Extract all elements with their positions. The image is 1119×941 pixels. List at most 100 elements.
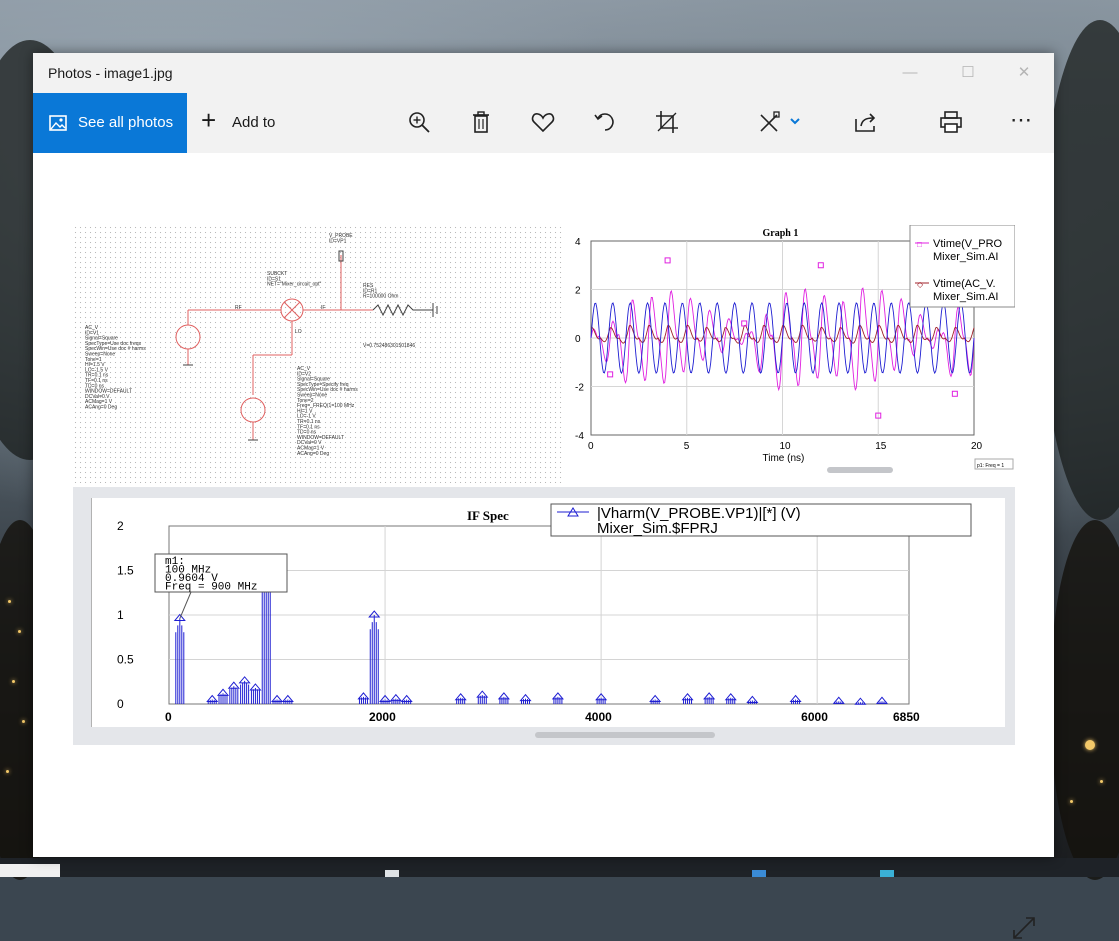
taskbar-app-icon[interactable] [752, 870, 766, 877]
legend-marker: ◇ [917, 280, 924, 289]
spectrum-marker [854, 697, 867, 705]
spectrum-marker [454, 692, 467, 701]
spectrum-marker [497, 692, 510, 700]
rotate-button[interactable] [592, 109, 620, 137]
spectrum-marker [649, 694, 662, 703]
taskbar [0, 858, 1119, 877]
legend-label: Mixer_Sim.AI [933, 251, 998, 263]
footnote: p1: Freq = 1 [977, 463, 1004, 469]
more-options-button[interactable]: ⋯ [1010, 107, 1032, 132]
spectrum-marker [206, 694, 219, 703]
source2-params: AC_V [297, 366, 311, 372]
spectrum-marker [724, 692, 737, 701]
resistor-label: ID=R1 [363, 288, 378, 294]
source1-params: AC_V [85, 325, 99, 331]
add-to-label: Add to [232, 114, 276, 131]
delete-icon [473, 111, 489, 133]
close-button[interactable]: ✕ [1017, 64, 1031, 81]
photo-icon [49, 115, 67, 131]
source1-params: Signal=Square [85, 336, 118, 342]
rotate-icon [594, 113, 614, 131]
y-tick-label: 0 [575, 334, 581, 345]
edit-create-button[interactable] [757, 109, 805, 137]
expand-icon[interactable] [1011, 915, 1037, 941]
window-title: Photos - image1.jpg [48, 65, 173, 81]
marker-leader [179, 591, 192, 619]
spectrum-marker [216, 688, 230, 696]
spectrum-marker [400, 694, 413, 703]
source1-params: LO=-1.5 V [85, 367, 109, 373]
delete-button[interactable] [468, 109, 496, 137]
string-light [12, 680, 15, 683]
horizontal-scrollbar[interactable] [535, 732, 715, 738]
print-button[interactable] [938, 109, 966, 137]
legend-label: Vtime(V_PRO [933, 238, 1003, 250]
source2-params: Tone=2 [297, 398, 314, 404]
zoom-in-button[interactable] [406, 109, 434, 137]
probe-label: V_PROBE [329, 233, 353, 239]
string-light [6, 770, 9, 773]
spectrum-marker [389, 693, 402, 702]
x-tick-label: 2000 [369, 710, 396, 724]
source2-params: Signal=Square [297, 377, 330, 383]
x-axis-label: Time (ns) [763, 453, 805, 464]
spectrum-marker [368, 610, 381, 618]
spectrum-marker [249, 683, 262, 691]
x-tick-label: 4000 [585, 710, 612, 724]
spectrum-marker [875, 696, 889, 704]
string-light [1070, 800, 1073, 803]
minimize-button[interactable]: — [902, 64, 918, 81]
source1-params: TF=0.1 ns [85, 378, 108, 384]
source1-params: Tone=1 [85, 357, 102, 363]
series-line [590, 301, 975, 375]
crop-icon [656, 111, 678, 133]
string-light [22, 720, 25, 723]
y-tick-label: -2 [575, 383, 584, 394]
spectrum-plot-area: 2 1.5 1 0.5 0 0 2000 4000 6000 6850 IF Spec m1: 100 … [90, 498, 1005, 727]
string-light [1085, 740, 1095, 750]
y-tick-label: 0.5 [117, 653, 134, 667]
taskbar-app-icon[interactable] [880, 870, 894, 877]
edit-icon [760, 111, 780, 132]
photos-window: Photos - image1.jpg — ☐ ✕ See all photos… [33, 53, 1054, 939]
string-light [8, 600, 11, 603]
spectrum-marker [238, 676, 251, 684]
print-icon [940, 111, 962, 133]
maximize-button[interactable]: ☐ [961, 64, 975, 81]
y-tick-label: 1.5 [117, 564, 134, 578]
schematic-image: V_PROBE ID=VP1 SUBCKT ID=S1 NET="Mixer_circu… [73, 225, 565, 483]
footnote-box [974, 458, 1014, 470]
spectrum-marker [476, 690, 489, 698]
taskbar-search-box[interactable] [0, 864, 60, 877]
source1-params: SpecWin=Use doc # harms [85, 346, 146, 352]
see-all-photos-label: See all photos [78, 114, 174, 131]
see-all-photos-button[interactable]: See all photos [33, 93, 187, 153]
source2-params: SpecType=Specify freq [297, 382, 349, 388]
string-light [18, 630, 21, 633]
spectrum-marker [746, 695, 759, 703]
crop-button[interactable] [654, 109, 682, 137]
x-tick-label: 6000 [801, 710, 828, 724]
probe-voltage-label: V=0.752486301501846 [363, 343, 415, 349]
taskbar-app-icon[interactable] [385, 870, 399, 877]
source2-params: TR=0.1 ns [297, 419, 321, 425]
resistor-label: R=100000 Ohm [363, 294, 398, 300]
source2-params: Freq=_FREQ(1=100 MHz [297, 403, 355, 409]
photo-viewer-canvas[interactable]: V_PROBE ID=VP1 SUBCKT ID=S1 NET="Mixer_circu… [33, 153, 1054, 939]
favorite-button[interactable] [530, 109, 558, 137]
marker-text: 100 MHz [165, 565, 211, 577]
spectrum-marker [551, 692, 564, 700]
x-tick-label: 6850 [893, 710, 920, 724]
legend-marker: □ [917, 240, 922, 249]
add-to-button[interactable]: + Add to [201, 93, 301, 153]
spectrum-marker [681, 692, 694, 701]
spectrum-marker [703, 692, 716, 700]
x-tick-label: 0 [165, 710, 172, 724]
series-marker [607, 371, 614, 378]
share-button[interactable] [853, 109, 881, 137]
source2-params: DCVal=0 V [297, 440, 322, 446]
spectrum-marker [227, 681, 240, 689]
source2-params: ACAng=0 Deg [297, 451, 329, 457]
series-marker [951, 390, 958, 397]
